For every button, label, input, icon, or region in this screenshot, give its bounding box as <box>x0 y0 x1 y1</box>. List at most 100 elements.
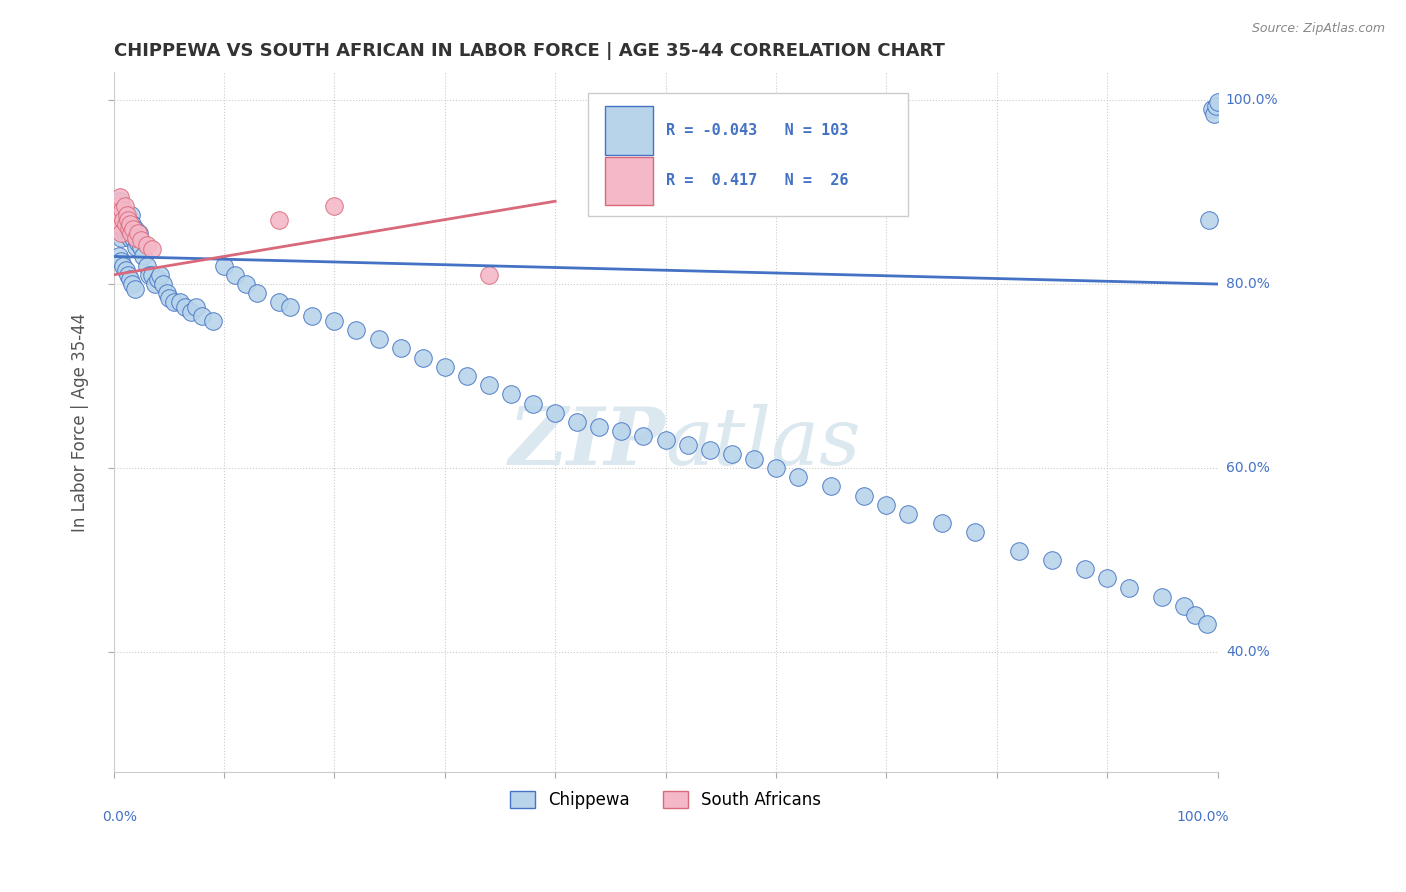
Point <box>114 208 136 222</box>
Point <box>115 208 138 222</box>
Point <box>633 429 655 443</box>
Point <box>522 397 544 411</box>
Point <box>1118 581 1140 595</box>
Point <box>120 208 142 222</box>
Point <box>118 222 141 236</box>
Point <box>765 461 787 475</box>
Point <box>129 233 152 247</box>
Text: 0.0%: 0.0% <box>103 810 138 824</box>
Point <box>110 231 132 245</box>
Point <box>124 240 146 254</box>
Point <box>323 199 346 213</box>
Point <box>191 310 214 324</box>
Point <box>180 304 202 318</box>
Point <box>389 342 412 356</box>
Text: 60.0%: 60.0% <box>1226 461 1270 475</box>
Point <box>1206 95 1229 109</box>
Point <box>114 217 136 231</box>
Point <box>367 332 389 346</box>
Point <box>186 300 208 314</box>
Point <box>114 263 136 277</box>
Point <box>146 272 169 286</box>
Point <box>135 259 157 273</box>
Point <box>931 516 953 531</box>
Point <box>163 295 186 310</box>
Point <box>654 434 676 448</box>
Point <box>1173 599 1195 613</box>
Point <box>108 194 131 209</box>
Point <box>323 314 346 328</box>
Point <box>1204 107 1226 121</box>
Point <box>127 235 149 250</box>
Point <box>224 268 246 282</box>
Text: ZIP: ZIP <box>509 404 665 482</box>
Point <box>121 277 143 291</box>
Point <box>1040 553 1063 567</box>
Point <box>1184 608 1206 623</box>
Point <box>1074 562 1097 576</box>
FancyBboxPatch shape <box>605 157 654 205</box>
Point <box>108 222 131 236</box>
Point <box>132 249 155 263</box>
Point <box>301 310 323 324</box>
Point <box>174 300 197 314</box>
Point <box>117 268 139 282</box>
Point <box>152 277 174 291</box>
Point <box>105 203 128 218</box>
Point <box>433 359 456 374</box>
Point <box>124 282 146 296</box>
Point <box>120 231 142 245</box>
Point <box>699 442 721 457</box>
Point <box>155 286 177 301</box>
Point <box>108 208 131 222</box>
Point <box>478 268 501 282</box>
Point <box>108 203 131 218</box>
Point <box>122 231 145 245</box>
Point <box>720 447 742 461</box>
Point <box>129 240 152 254</box>
Point <box>610 424 633 438</box>
Text: atlas: atlas <box>665 404 860 482</box>
Point <box>114 227 136 241</box>
Point <box>127 227 149 241</box>
Point <box>235 277 257 291</box>
Point <box>120 227 142 241</box>
Text: 100.0%: 100.0% <box>1226 93 1278 107</box>
Point <box>117 212 139 227</box>
Point <box>1201 102 1223 116</box>
Point <box>111 217 134 231</box>
Point <box>1198 212 1220 227</box>
Point <box>111 208 134 222</box>
Point <box>110 227 132 241</box>
Point <box>1205 99 1227 113</box>
Point <box>107 208 129 222</box>
Point <box>110 208 132 222</box>
Point <box>105 212 128 227</box>
Point <box>135 238 157 252</box>
Point <box>544 406 567 420</box>
Point <box>112 203 135 218</box>
Point <box>499 387 522 401</box>
Point <box>128 227 150 241</box>
Point <box>567 415 589 429</box>
Point <box>1195 617 1218 632</box>
Point <box>111 203 134 218</box>
Point <box>124 222 146 236</box>
Point <box>110 212 132 227</box>
Point <box>121 217 143 231</box>
Point <box>787 470 810 484</box>
Text: R =  0.417   N =  26: R = 0.417 N = 26 <box>665 173 848 188</box>
Point <box>117 227 139 241</box>
Point <box>201 314 224 328</box>
Point <box>269 212 291 227</box>
Point <box>478 378 501 392</box>
Point <box>118 222 141 236</box>
Point <box>853 489 876 503</box>
Legend: Chippewa, South Africans: Chippewa, South Africans <box>503 784 828 816</box>
Point <box>108 217 131 231</box>
Point <box>412 351 434 365</box>
Text: Source: ZipAtlas.com: Source: ZipAtlas.com <box>1251 22 1385 36</box>
Point <box>346 323 368 337</box>
Text: CHIPPEWA VS SOUTH AFRICAN IN LABOR FORCE | AGE 35-44 CORRELATION CHART: CHIPPEWA VS SOUTH AFRICAN IN LABOR FORCE… <box>114 42 945 60</box>
Point <box>108 199 131 213</box>
